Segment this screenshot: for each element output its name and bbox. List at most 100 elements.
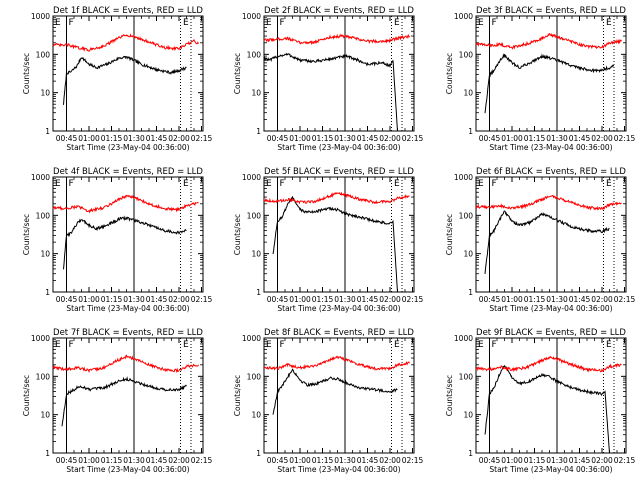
- x-tick-label: 00:45: [479, 295, 501, 304]
- y-tick-label: 10: [251, 411, 261, 420]
- series-events-line: [484, 210, 610, 274]
- series-lld-line: [263, 191, 410, 205]
- y-tick-label: 10: [251, 250, 261, 259]
- y-tick-label: 1: [468, 449, 473, 458]
- x-tick-label: 01:30: [123, 456, 145, 465]
- x-tick-label: 01:45: [569, 134, 591, 143]
- marker-letter: E: [606, 18, 612, 28]
- y-tick-label: 10: [463, 250, 473, 259]
- marker-letter: E: [55, 340, 61, 350]
- x-tick-label: 01:00: [501, 295, 523, 304]
- x-tick-label: 01:30: [334, 295, 356, 304]
- x-axis-label: Start Time (23-May-04 00:36:00): [489, 465, 612, 474]
- y-tick-label: 100: [247, 372, 262, 381]
- panel-4: Det 4f BLACK = Events, RED = LLD 1 10 100 10…: [22, 167, 213, 313]
- plot-frame: [52, 15, 204, 132]
- y-tick-label: 1: [468, 288, 473, 297]
- series-lld-line: [52, 354, 199, 374]
- x-tick-label: 01:45: [357, 295, 379, 304]
- series-lld-line: [263, 355, 410, 371]
- marker-letter: E: [606, 340, 612, 350]
- x-tick-label: 01:15: [312, 456, 334, 465]
- y-tick-label: 100: [459, 50, 474, 59]
- panel-1: Det 1f BLACK = Events, RED = LLD 1 10 100 10…: [22, 6, 213, 152]
- marker-letter: E: [394, 179, 400, 189]
- x-tick-label: 00:45: [479, 456, 501, 465]
- x-tick-label: 02:00: [168, 456, 190, 465]
- marker-letter: F: [69, 340, 74, 350]
- marker-letter: E: [55, 179, 61, 189]
- y-tick-label: 1: [256, 288, 261, 297]
- y-tick-label: 10: [40, 411, 50, 420]
- x-tick-label: 00:45: [56, 456, 78, 465]
- y-tick-label: 1: [468, 127, 473, 136]
- y-axis-label: Counts/sec: [233, 214, 242, 255]
- x-axis-label: Start Time (23-May-04 00:36:00): [489, 143, 612, 152]
- x-tick-label: 01:45: [146, 456, 168, 465]
- marker-letter: F: [492, 18, 497, 28]
- series-events-line: [63, 215, 187, 270]
- x-axis-label: Start Time (23-May-04 00:36:00): [277, 304, 400, 313]
- series-lld-line: [52, 194, 199, 214]
- y-axis-label: Counts/sec: [445, 214, 454, 255]
- marker-letter: E: [55, 18, 61, 28]
- y-tick-label: 1: [256, 449, 261, 458]
- y-tick-label: 1: [45, 288, 50, 297]
- y-tick-label: 100: [247, 50, 262, 59]
- y-tick-label: 1000: [242, 12, 261, 21]
- x-tick-label: 01:45: [569, 295, 591, 304]
- panel-title: Det 5f BLACK = Events, RED = LLD: [264, 167, 414, 177]
- x-tick-label: 01:30: [546, 295, 568, 304]
- y-tick-label: 1: [45, 449, 50, 458]
- panel-6: Det 6f BLACK = Events, RED = LLD 1 10 100 10…: [445, 167, 636, 313]
- x-axis-label: Start Time (23-May-04 00:36:00): [277, 143, 400, 152]
- marker-letter: F: [492, 179, 497, 189]
- x-tick-label: 01:15: [101, 456, 123, 465]
- panel-title: Det 3f BLACK = Events, RED = LLD: [476, 6, 626, 16]
- panel-title: Det 8f BLACK = Events, RED = LLD: [264, 328, 414, 338]
- x-tick-label: 00:45: [479, 134, 501, 143]
- x-tick-label: 01:00: [289, 456, 311, 465]
- marker-letter: E: [266, 340, 272, 350]
- x-tick-label: 02:00: [379, 134, 401, 143]
- plot-frame: [52, 337, 204, 454]
- marker-letter: E: [394, 18, 400, 28]
- x-tick-label: 02:15: [191, 456, 213, 465]
- panel-title: Det 4f BLACK = Events, RED = LLD: [53, 167, 203, 177]
- x-tick-label: 01:00: [289, 134, 311, 143]
- x-tick-label: 01:30: [546, 456, 568, 465]
- y-tick-label: 1000: [242, 334, 261, 343]
- marker-letter: E: [394, 340, 400, 350]
- series-events-line: [484, 53, 615, 114]
- series-events-line: [263, 52, 398, 132]
- panel-8: Det 8f BLACK = Events, RED = LLD 1 10 100 10…: [233, 328, 424, 474]
- plot-frame: [475, 337, 627, 454]
- y-tick-label: 100: [247, 211, 262, 220]
- y-tick-label: 1000: [31, 334, 50, 343]
- marker-letter: E: [183, 340, 189, 350]
- marker-letter: E: [183, 18, 189, 28]
- x-tick-label: 00:45: [56, 295, 78, 304]
- x-tick-label: 01:00: [78, 134, 100, 143]
- marker-letter: F: [280, 18, 285, 28]
- x-tick-label: 01:30: [334, 456, 356, 465]
- x-tick-label: 02:15: [614, 295, 636, 304]
- y-axis-label: Counts/sec: [445, 375, 454, 416]
- y-axis-label: Counts/sec: [22, 53, 31, 94]
- panel-title: Det 1f BLACK = Events, RED = LLD: [53, 6, 203, 16]
- x-tick-label: 01:45: [569, 456, 591, 465]
- x-tick-label: 00:45: [267, 456, 289, 465]
- x-tick-label: 02:15: [614, 134, 636, 143]
- series-events-line: [61, 376, 187, 427]
- y-tick-label: 1: [256, 127, 261, 136]
- x-tick-label: 01:15: [524, 295, 546, 304]
- panel-title: Det 2f BLACK = Events, RED = LLD: [264, 6, 414, 16]
- y-tick-label: 100: [459, 211, 474, 220]
- x-axis-label: Start Time (23-May-04 00:36:00): [66, 465, 189, 474]
- x-tick-label: 02:00: [168, 134, 190, 143]
- panel-title: Det 6f BLACK = Events, RED = LLD: [476, 167, 626, 177]
- x-tick-label: 02:15: [402, 456, 424, 465]
- marker-letter: E: [266, 179, 272, 189]
- y-tick-label: 10: [40, 250, 50, 259]
- panel-title: Det 9f BLACK = Events, RED = LLD: [476, 328, 626, 338]
